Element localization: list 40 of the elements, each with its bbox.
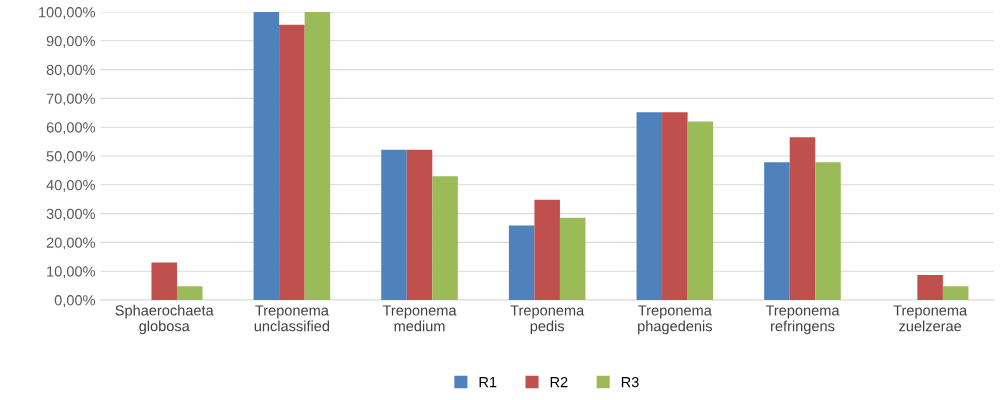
bar	[636, 112, 663, 300]
y-tick-label: 60,00%	[46, 122, 96, 135]
x-tick-label: Treponema unclassified	[254, 305, 330, 332]
bar	[534, 199, 560, 300]
x-tick-label: Treponema refringens	[765, 305, 840, 335]
y-tick-label: 30,00%	[46, 208, 96, 221]
bar	[942, 286, 969, 300]
x-tick-label: Treponema pedis	[510, 305, 585, 335]
legend-label: R1	[479, 377, 497, 388]
bar	[789, 137, 816, 300]
bar	[279, 24, 305, 300]
bar	[432, 176, 458, 300]
bar	[253, 12, 280, 300]
y-tick-label: 0,00%	[54, 295, 96, 308]
y-tick-label: 10,00%	[47, 266, 96, 279]
bar	[764, 162, 790, 300]
y-tick-label: 90,00%	[46, 35, 96, 48]
x-tick-label: Treponema phagedenis	[638, 305, 713, 335]
x-tick-label: Treponema zuelzerae	[893, 305, 968, 332]
y-tick-label: 20,00%	[46, 237, 96, 250]
bar	[176, 286, 203, 300]
bar	[687, 121, 714, 300]
bar	[381, 149, 407, 300]
y-tick-label: 100,00%	[39, 7, 96, 20]
bar	[304, 12, 331, 300]
y-tick-label: 50,00%	[46, 151, 96, 164]
bar	[917, 274, 943, 300]
bar	[508, 225, 535, 300]
bar	[151, 262, 177, 300]
y-tick-label: 70,00%	[46, 93, 96, 106]
x-tick-label: Treponema medium	[382, 305, 457, 332]
bar	[559, 217, 586, 300]
bar	[406, 149, 433, 300]
legend-label: R3	[621, 376, 639, 388]
y-tick-label: 40,00%	[46, 179, 96, 192]
legend-label: R2	[550, 376, 568, 388]
x-tick-label: Sphaerochaeta globosa	[115, 304, 214, 335]
bar	[662, 112, 688, 300]
bar	[815, 162, 841, 300]
y-tick-label: 80,00%	[46, 64, 96, 77]
